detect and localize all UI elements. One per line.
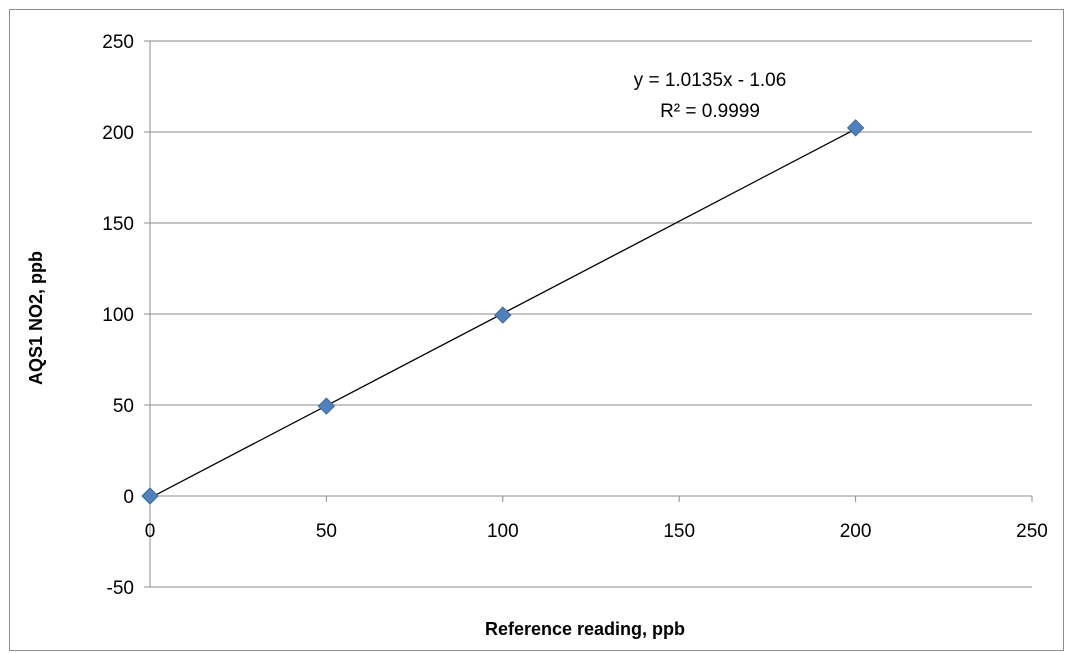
x-tick-label: 0: [145, 521, 156, 542]
y-tick-label: 150: [102, 214, 134, 235]
data-point-diamond: [846, 119, 865, 137]
x-tick-label: 150: [663, 521, 695, 542]
y-tick-label: 100: [102, 305, 134, 326]
y-tick-label: 50: [113, 396, 134, 417]
scatter-chart: -50 0 50 100 150 200 250 0 50 100 150 200 250 y = 1…: [26, 32, 1048, 639]
chart-area: -50 0 50 100 150 200 250 0 50 100 150 200 250 y = 1…: [9, 9, 1064, 651]
x-tick-label: 250: [1016, 521, 1048, 542]
x-tick-label: 100: [487, 521, 519, 542]
x-axis-title: Reference reading, ppb: [485, 619, 685, 639]
data-point-diamond: [494, 306, 512, 324]
trendline-r2-label: R² = 0.9999: [660, 101, 760, 122]
x-tick-label: 50: [316, 521, 337, 542]
x-tick-label: 200: [840, 521, 872, 542]
y-axis-title: AQS1 NO2, ppb: [26, 251, 46, 385]
y-tick-label: 200: [102, 123, 134, 144]
y-tick-label: 0: [123, 487, 134, 508]
y-tick-label: 250: [102, 32, 134, 53]
data-points: [141, 119, 865, 505]
y-tick-labels: -50 0 50 100 150 200 250: [102, 32, 134, 599]
y-tick-label: -50: [107, 578, 134, 599]
gridlines: [144, 40, 1032, 588]
trendline-equation-label: y = 1.0135x - 1.06: [634, 70, 787, 91]
x-tick-labels: 0 50 100 150 200 250: [145, 521, 1048, 542]
data-point-diamond: [141, 487, 159, 505]
data-point-diamond: [317, 397, 336, 415]
